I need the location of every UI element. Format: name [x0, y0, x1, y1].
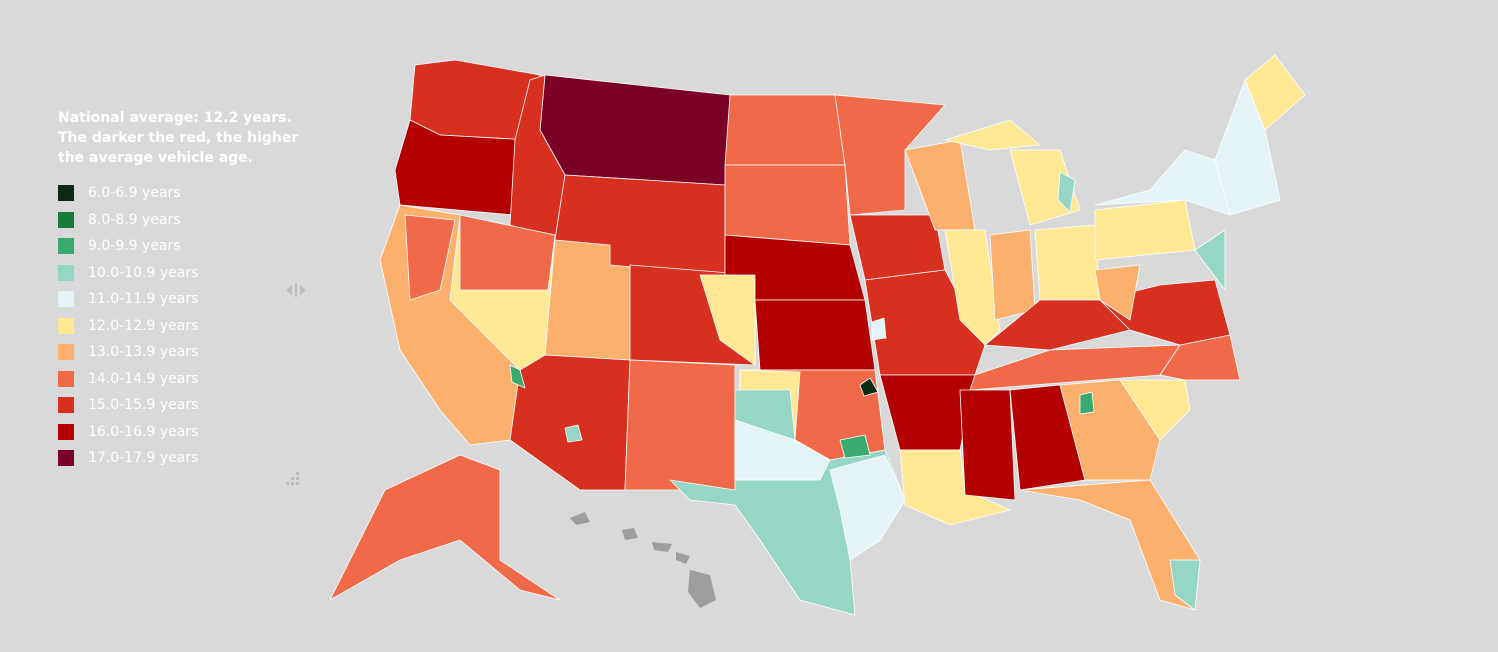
legend-items: 6.0-6.9 years 8.0-8.9 years 9.0-9.9 years 1…	[58, 180, 298, 472]
region	[459, 214, 556, 291]
legend-swatch	[58, 344, 74, 361]
legend-item: 10.0-10.9 years	[58, 260, 298, 287]
legend-swatch	[58, 291, 74, 308]
region	[539, 74, 731, 186]
region	[329, 454, 561, 601]
regions	[329, 54, 1306, 616]
region	[734, 419, 831, 481]
region	[989, 229, 1036, 321]
icon[interactable]	[286, 285, 292, 295]
region	[849, 214, 946, 281]
legend-item: 6.0-6.9 years	[58, 180, 298, 207]
icon[interactable]	[291, 477, 294, 480]
legend-title-line: National average: 12.2 years.	[58, 110, 292, 126]
icon[interactable]	[296, 477, 299, 480]
region	[724, 164, 851, 246]
legend-item: 12.0-12.9 years	[58, 313, 298, 340]
region	[1214, 79, 1281, 216]
legend-label: 10.0-10.9 years	[88, 264, 199, 281]
region	[1094, 199, 1196, 261]
legend-label: 14.0-14.9 years	[88, 370, 199, 387]
icon[interactable]	[295, 283, 297, 297]
region	[1159, 334, 1241, 381]
region	[1194, 229, 1226, 291]
region	[899, 449, 1011, 526]
legend-swatch	[58, 264, 74, 281]
legend-swatch	[58, 317, 74, 334]
legend-item: 8.0-8.9 years	[58, 207, 298, 234]
region	[1034, 224, 1101, 301]
island	[676, 552, 690, 564]
region	[564, 424, 583, 443]
legend-label: 17.0-17.9 years	[88, 450, 199, 467]
island	[688, 570, 716, 608]
region	[754, 299, 876, 371]
legend-label: 9.0-9.9 years	[88, 238, 181, 255]
region	[1057, 171, 1076, 213]
icon[interactable]	[296, 482, 299, 485]
legend-item: 13.0-13.9 years	[58, 339, 298, 366]
legend-label: 11.0-11.9 years	[88, 291, 199, 308]
legend-swatch	[58, 185, 74, 202]
legend-label: 6.0-6.9 years	[88, 185, 181, 202]
icon[interactable]	[286, 482, 289, 485]
legend-label: 15.0-15.9 years	[88, 397, 199, 414]
region	[1079, 391, 1095, 415]
legend-swatch	[58, 423, 74, 440]
region	[839, 434, 871, 459]
region	[859, 377, 879, 397]
legend-swatch	[58, 211, 74, 228]
legend: National average: 12.2 years. The darker …	[58, 108, 298, 472]
legend-item: 15.0-15.9 years	[58, 392, 298, 419]
icon[interactable]	[300, 285, 306, 295]
region	[1019, 479, 1201, 611]
icon[interactable]	[296, 472, 299, 475]
region	[1094, 264, 1141, 321]
region	[1169, 559, 1201, 611]
island	[570, 512, 590, 525]
legend-label: 16.0-16.9 years	[88, 423, 199, 440]
legend-swatch	[58, 397, 74, 414]
region	[864, 269, 986, 376]
legend-label: 8.0-8.9 years	[88, 211, 181, 228]
legend-title: National average: 12.2 years. The darker …	[58, 108, 298, 168]
region	[404, 214, 456, 301]
legend-title-line: The darker the red, the higher	[58, 130, 299, 146]
legend-swatch	[58, 450, 74, 467]
region	[1244, 54, 1306, 131]
legend-item: 11.0-11.9 years	[58, 286, 298, 313]
icon[interactable]	[291, 482, 294, 485]
island	[652, 542, 672, 552]
region	[509, 354, 631, 491]
region	[829, 454, 906, 561]
icons	[286, 283, 306, 485]
region	[509, 364, 526, 389]
island	[622, 528, 638, 540]
region	[1009, 149, 1081, 226]
legend-item: 9.0-9.9 years	[58, 233, 298, 260]
region	[871, 317, 887, 341]
legend-swatch	[58, 238, 74, 255]
region	[959, 389, 1016, 501]
legend-label: 13.0-13.9 years	[88, 344, 199, 361]
legend-item: 16.0-16.9 years	[58, 419, 298, 446]
region	[944, 229, 1001, 346]
region	[944, 119, 1041, 151]
legend-swatch	[58, 370, 74, 387]
legend-item: 14.0-14.9 years	[58, 366, 298, 393]
region	[834, 94, 946, 216]
legend-label: 12.0-12.9 years	[88, 317, 199, 334]
legend-item: 17.0-17.9 years	[58, 445, 298, 472]
hawaii	[570, 512, 716, 608]
region	[724, 94, 846, 166]
legend-title-line: the average vehicle age.	[58, 150, 253, 166]
region	[624, 359, 736, 491]
region	[1119, 379, 1191, 441]
